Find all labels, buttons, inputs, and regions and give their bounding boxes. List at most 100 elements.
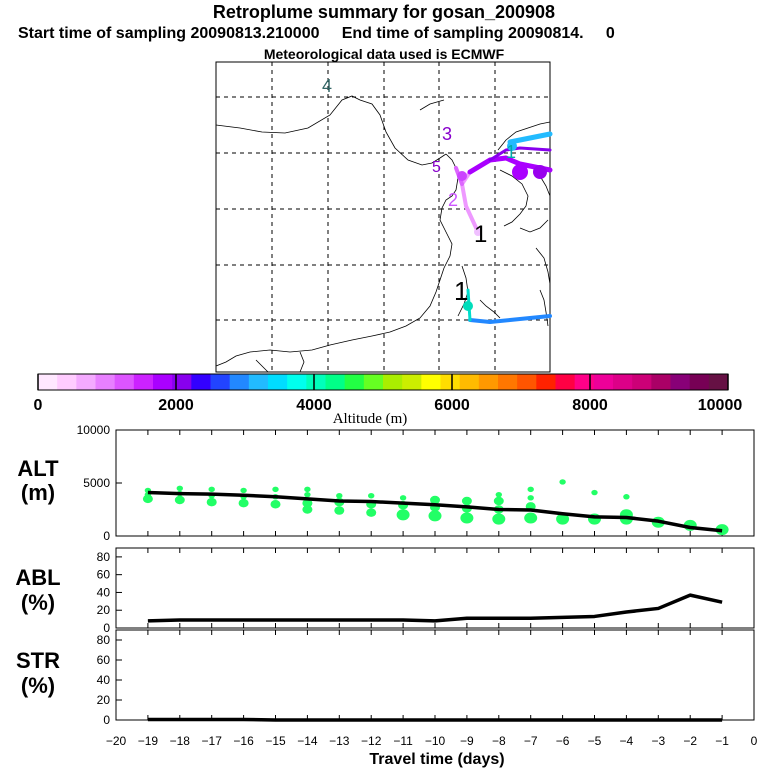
altitude-scatter-point — [559, 479, 566, 485]
colorbar-swatch — [153, 374, 173, 390]
map-label: 1 — [474, 221, 487, 248]
x-axis-label: Travel time (days) — [369, 751, 504, 768]
altitude-scatter-point — [368, 493, 375, 499]
colorbar-swatch — [95, 374, 116, 390]
colorbar-tick: 10000 — [698, 397, 743, 414]
alt-panel-label: ALT — [17, 456, 59, 481]
colorbar-swatch — [325, 374, 346, 390]
altitude-scatter-point — [428, 510, 442, 522]
colorbar-swatch — [536, 374, 556, 390]
colorbar-swatch — [172, 374, 192, 390]
x-tick-label: −3 — [651, 734, 665, 748]
altitude-scatter-point — [208, 486, 215, 493]
colorbar-tick: 2000 — [158, 397, 194, 414]
colorbar-tick: 4000 — [296, 397, 332, 414]
colorbar-swatch — [555, 374, 576, 390]
colorbar-swatch — [191, 374, 211, 390]
map-labels: 4 3 5 2 1 1 1 — [322, 76, 516, 306]
x-tick-label: −9 — [460, 734, 474, 748]
x-tick-label: −7 — [524, 734, 538, 748]
colorbar-swatch — [440, 374, 461, 390]
x-tick-label: −14 — [297, 734, 318, 748]
y-tick-label: 40 — [97, 673, 111, 687]
altitude-scatter-point — [495, 491, 502, 498]
str-panel-unit: (%) — [21, 673, 55, 698]
altitude-scatter-point — [430, 495, 440, 505]
altitude-scatter-point — [304, 486, 311, 493]
x-tick-label: −4 — [620, 734, 634, 748]
y-tick-label: 10000 — [77, 423, 111, 437]
x-tick-label: −20 — [106, 734, 127, 748]
colorbar-swatch — [632, 374, 652, 390]
x-tick-label: −6 — [556, 734, 570, 748]
x-tick-label: −1 — [715, 734, 729, 748]
str-panel-label: STR — [16, 648, 60, 673]
colorbar-swatch — [344, 374, 365, 390]
colorbar-swatch — [689, 374, 710, 390]
y-tick-label: 20 — [97, 693, 111, 707]
altitude-colorbar — [37, 373, 729, 391]
colorbar-axis-label: Altitude (m) — [333, 411, 408, 427]
x-tick-label: −5 — [588, 734, 602, 748]
y-tick-label: 80 — [97, 633, 111, 647]
panel-frame — [115, 547, 755, 629]
colorbar-swatch — [402, 374, 422, 390]
colorbar-swatch — [268, 374, 288, 390]
map-frame — [215, 61, 551, 373]
altitude-scatter-point — [556, 513, 570, 525]
altitude-scatter-point — [238, 498, 249, 508]
x-tick-label: −2 — [683, 734, 697, 748]
colorbar-swatch — [708, 374, 729, 390]
x-tick-label: −11 — [393, 734, 413, 748]
y-tick-label: 60 — [97, 653, 111, 667]
altitude-scatter-point — [302, 505, 313, 514]
colorbar-swatch — [670, 374, 691, 390]
met-data-label: Meteorological data used is ECMWF — [263, 46, 505, 62]
map-label: 3 — [442, 124, 452, 144]
x-tick-label: 0 — [751, 734, 758, 748]
abl-panel-label: ABL — [15, 565, 60, 590]
x-tick-label: −10 — [425, 734, 446, 748]
x-tick-label: −12 — [361, 734, 382, 748]
colorbar-swatch — [651, 374, 671, 390]
altitude-scatter-point — [527, 495, 534, 501]
colorbar-swatch — [76, 374, 96, 390]
x-tick-label: −13 — [329, 734, 350, 748]
altitude-scatter-point — [396, 509, 410, 521]
colorbar-swatch — [133, 374, 154, 390]
altitude-scatter-point — [176, 485, 183, 492]
x-tick-label: −8 — [492, 734, 506, 748]
trajectory-markers — [457, 141, 547, 311]
altitude-scatter-point — [461, 496, 472, 506]
sampling-times: Start time of sampling 20090813.210000 E… — [18, 25, 615, 43]
y-tick-label: 80 — [97, 550, 111, 564]
start-time-label: Start time of sampling 20090813.210000 — [18, 25, 320, 42]
alt-panel-unit: (m) — [21, 480, 55, 505]
series-line — [147, 593, 723, 623]
y-tick-label: 5000 — [83, 476, 110, 490]
altitude-scatter-point — [142, 494, 153, 504]
map-label: 1 — [506, 142, 516, 162]
altitude-scatter-point — [240, 487, 247, 494]
altitude-scatter-point — [272, 486, 279, 493]
colorbar-swatch — [363, 374, 384, 390]
end-time-suffix: 0 — [605, 25, 615, 42]
x-tick-label: −16 — [233, 734, 254, 748]
panel-frame — [115, 629, 755, 721]
y-tick-label: 60 — [97, 568, 111, 582]
colorbar-swatch — [229, 374, 250, 390]
trajectory-lines — [454, 131, 553, 324]
y-tick-label: 40 — [97, 585, 111, 599]
altitude-scatter-point — [623, 494, 630, 500]
altitude-scatter-point — [174, 495, 185, 505]
x-tick-label: −18 — [170, 734, 191, 748]
altitude-scatter-point — [493, 496, 504, 506]
colorbar-swatch — [248, 374, 269, 390]
altitude-scatter-point — [492, 513, 506, 525]
colorbar-tick-labels: 0 2000 4000 6000 8000 10000 — [34, 397, 743, 414]
altitude-scatter-point — [304, 491, 311, 498]
colorbar-swatch — [498, 374, 518, 390]
altitude-scatter-point — [460, 512, 474, 524]
altitude-scatter-point — [206, 497, 217, 507]
